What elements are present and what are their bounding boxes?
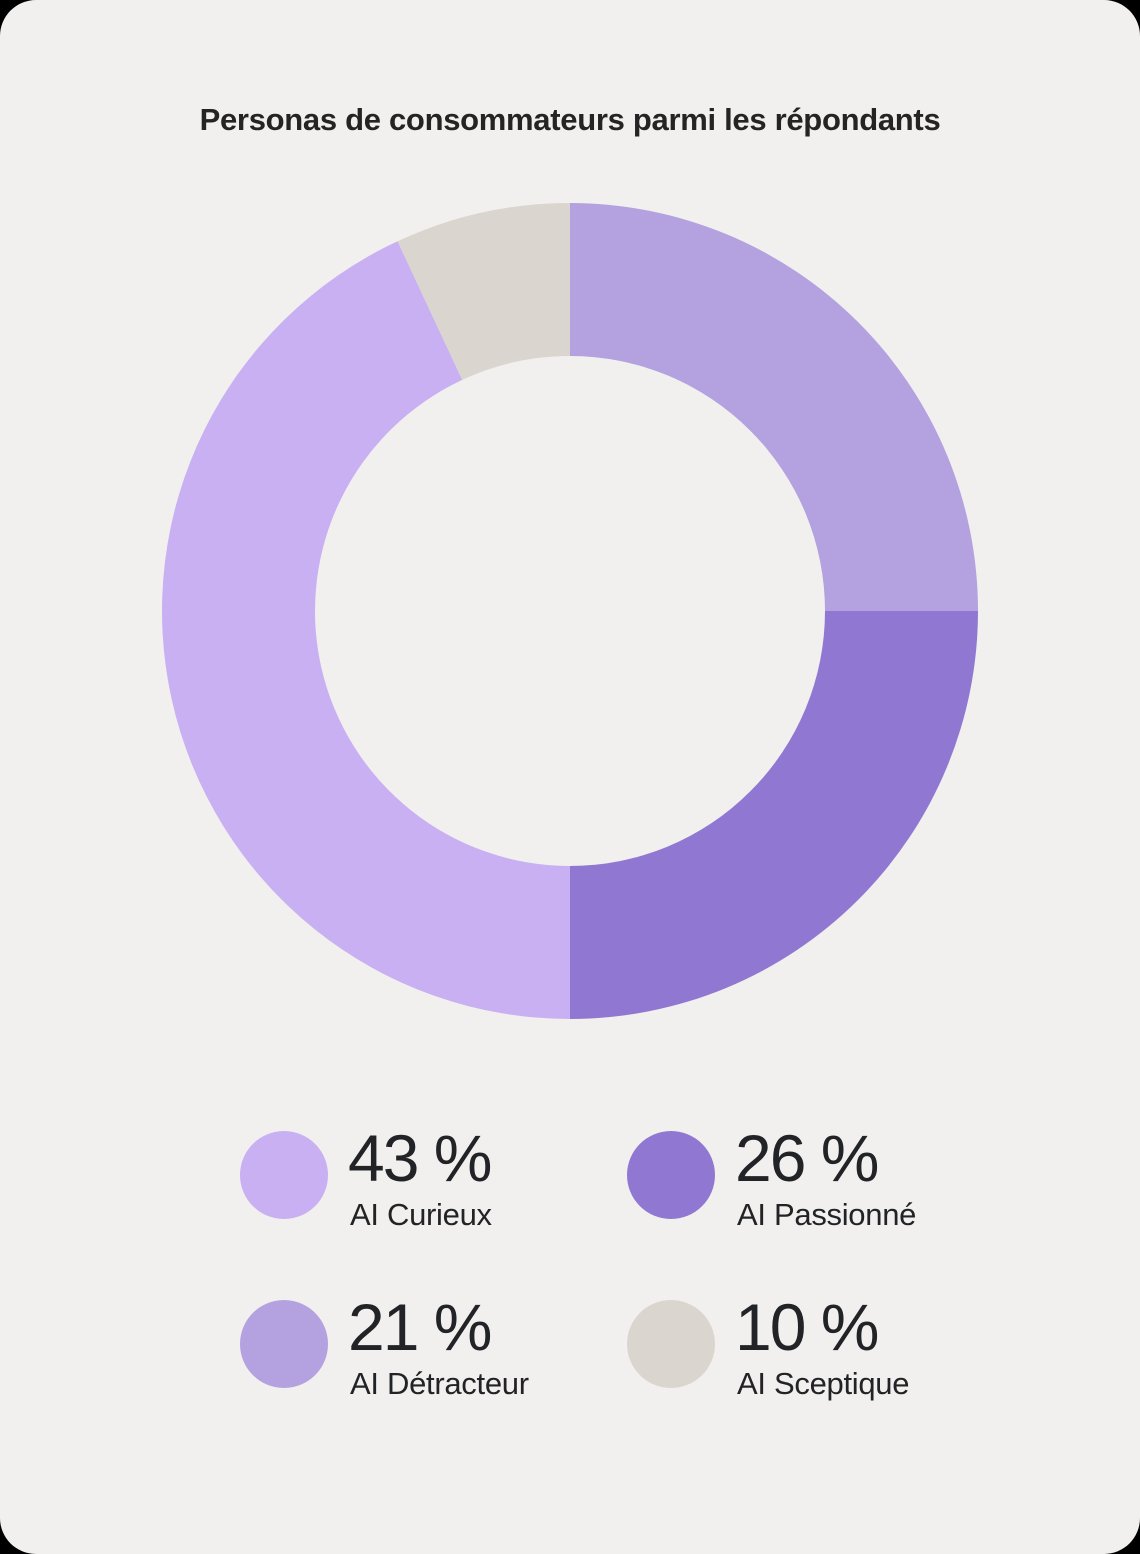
legend-swatch-icon	[627, 1300, 715, 1388]
legend-swatch-icon	[240, 1300, 328, 1388]
segment-ai-passionne	[570, 611, 978, 1019]
segment-ai-detracteur	[570, 203, 978, 611]
legend-label: AI Sceptique	[737, 1366, 910, 1401]
chart-title: Personas de consommateurs parmi les répo…	[199, 102, 941, 137]
legend-percent: 43 %	[348, 1121, 492, 1195]
legend-label: AI Détracteur	[350, 1366, 529, 1401]
legend-percent: 10 %	[735, 1290, 879, 1364]
legend-label: AI Passionné	[737, 1197, 917, 1232]
legend-label: AI Curieux	[350, 1197, 492, 1232]
legend-percent: 21 %	[348, 1290, 492, 1364]
legend-swatch-icon	[240, 1131, 328, 1219]
legend-swatch-icon	[627, 1131, 715, 1219]
segment-ai-sceptique	[397, 203, 570, 380]
legend-percent: 26 %	[735, 1121, 879, 1195]
segment-ai-curieux	[161, 241, 570, 1019]
